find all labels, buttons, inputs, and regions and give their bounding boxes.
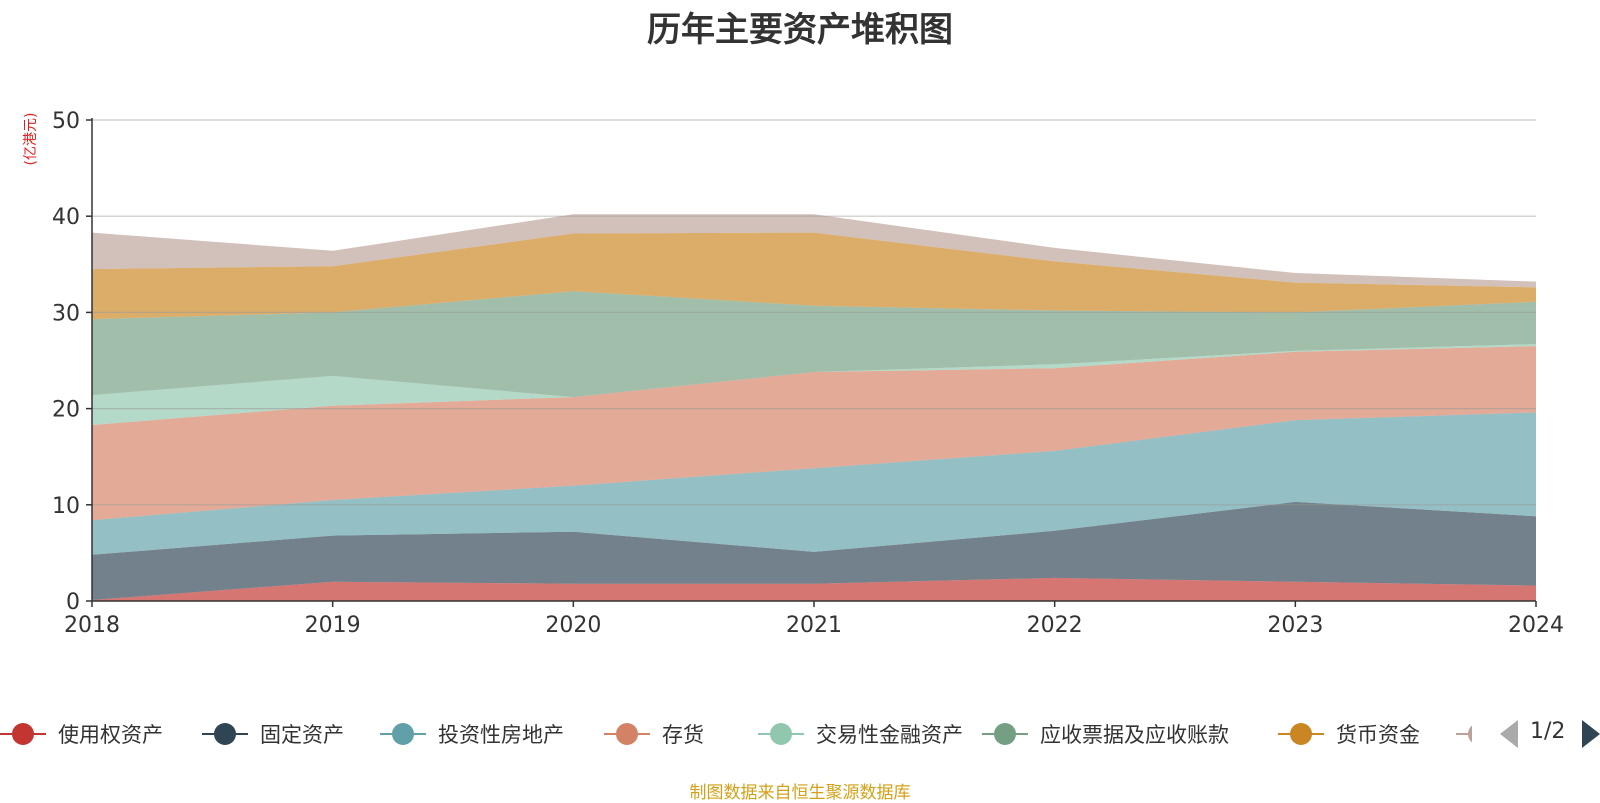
legend-page-indicator: 1/2 (1530, 719, 1566, 744)
legend-item-4[interactable]: 交易性金融资产 (758, 716, 963, 752)
legend-label: 固定资产 (260, 723, 344, 747)
legend-label: 应收票据及应收账款 (1040, 723, 1229, 747)
legend-label: 投资性房地产 (438, 723, 564, 747)
legend-symbol-icon (982, 716, 1028, 752)
x-tick-label-2021: 2021 (786, 613, 842, 638)
y-tick-label-40: 40 (52, 205, 80, 230)
area-series-4 (92, 344, 1536, 425)
x-tick-label-2022: 2022 (1027, 613, 1083, 638)
legend-item-6[interactable]: 货币资金 (1278, 716, 1420, 752)
legend-next-page-icon[interactable] (1582, 720, 1600, 748)
y-tick-label-0: 0 (66, 590, 80, 615)
legend-item-5[interactable]: 应收票据及应收账款 (982, 716, 1229, 752)
area-series-5 (92, 291, 1536, 398)
y-tick-label-30: 30 (52, 301, 80, 326)
legend-symbol-icon (0, 716, 46, 752)
x-tick-label-2024: 2024 (1508, 613, 1564, 638)
area-series-7 (92, 214, 1536, 288)
legend-symbol-icon (604, 716, 650, 752)
chart-title: 历年主要资产堆积图 (647, 10, 953, 50)
legend-item-0[interactable]: 使用权资产 (0, 716, 163, 752)
legend-symbol-icon (202, 716, 248, 752)
legend-item-2[interactable]: 投资性房地产 (380, 716, 564, 752)
area-series-3 (92, 346, 1536, 521)
x-tick-label-2023: 2023 (1267, 613, 1323, 638)
area-series-0 (92, 577, 1536, 601)
y-tick-label-50: 50 (52, 109, 80, 134)
y-tick-label-10: 10 (52, 494, 80, 519)
x-tick-label-2018: 2018 (64, 613, 120, 638)
legend-label: 存货 (662, 723, 704, 747)
legend-item-3[interactable]: 存货 (604, 716, 704, 752)
x-tick-label-2020: 2020 (545, 613, 601, 638)
legend-item-1[interactable]: 固定资产 (202, 716, 344, 752)
x-tick-label-2019: 2019 (305, 613, 361, 638)
legend-item-7[interactable] (1456, 716, 1472, 752)
legend-label: 使用权资产 (58, 723, 163, 747)
legend-pager: 1/2 (1500, 716, 1600, 752)
area-series-6 (92, 232, 1536, 320)
legend-symbol-icon (758, 716, 804, 752)
y-tick-label-20: 20 (52, 398, 80, 423)
area-series-1 (92, 501, 1536, 600)
legend-label: 货币资金 (1336, 723, 1420, 747)
legend-label: 交易性金融资产 (816, 723, 963, 747)
area-series-2 (92, 412, 1536, 555)
chart-legend: 使用权资产 固定资产 投资性房地产 存货 交易性金融资产 应收票据及应收账款 货币资金 (0, 716, 1600, 752)
data-source-note: 制图数据来自恒生聚源数据库 (689, 783, 911, 803)
legend-prev-page-icon[interactable] (1500, 720, 1518, 748)
legend-symbol-icon (1456, 716, 1472, 752)
legend-symbol-icon (380, 716, 426, 752)
legend-symbol-icon (1278, 716, 1324, 752)
stacked-area-chart: 0 10 20 30 40 50 2018 2019 2020 2021 2022 2023 2024 (52, 109, 1564, 638)
